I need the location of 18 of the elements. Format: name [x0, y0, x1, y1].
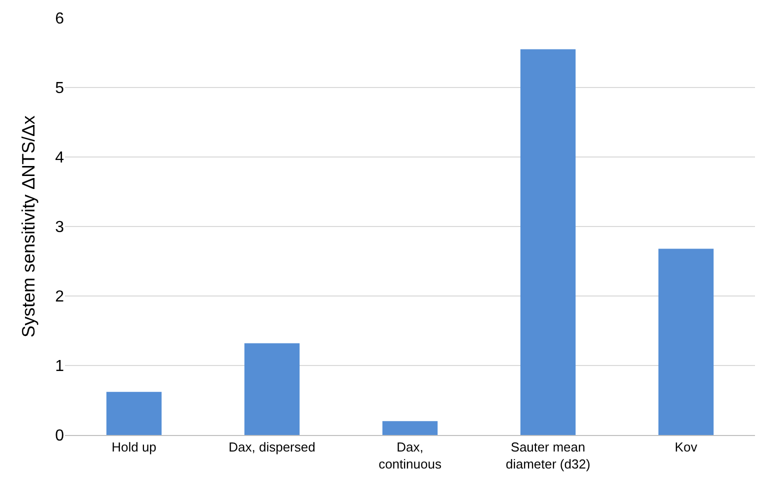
y-tick-label: 3 — [55, 219, 64, 236]
y-tick-label: 6 — [55, 10, 64, 28]
bar — [658, 248, 714, 435]
bar — [520, 49, 576, 435]
y-tick-label: 4 — [55, 150, 64, 167]
y-tick-label: 5 — [55, 80, 64, 98]
y-tick-label: 0 — [55, 428, 64, 445]
y-axis-title: System sensitivity ΔNTS/Δx — [18, 115, 38, 338]
x-tick-label: Dax, dispersed — [228, 440, 316, 455]
y-tick-label: 2 — [55, 288, 64, 306]
y-tick-label: 1 — [55, 358, 64, 376]
x-tick-label: Hold up — [112, 440, 156, 455]
x-tick-label: Kov — [674, 440, 698, 455]
x-tick-label: Sauter mean diameter (d32) — [506, 440, 590, 472]
bar — [244, 343, 300, 435]
x-tick-label: Dax, continuous — [378, 440, 442, 472]
bar — [382, 421, 438, 435]
bar — [106, 392, 162, 435]
